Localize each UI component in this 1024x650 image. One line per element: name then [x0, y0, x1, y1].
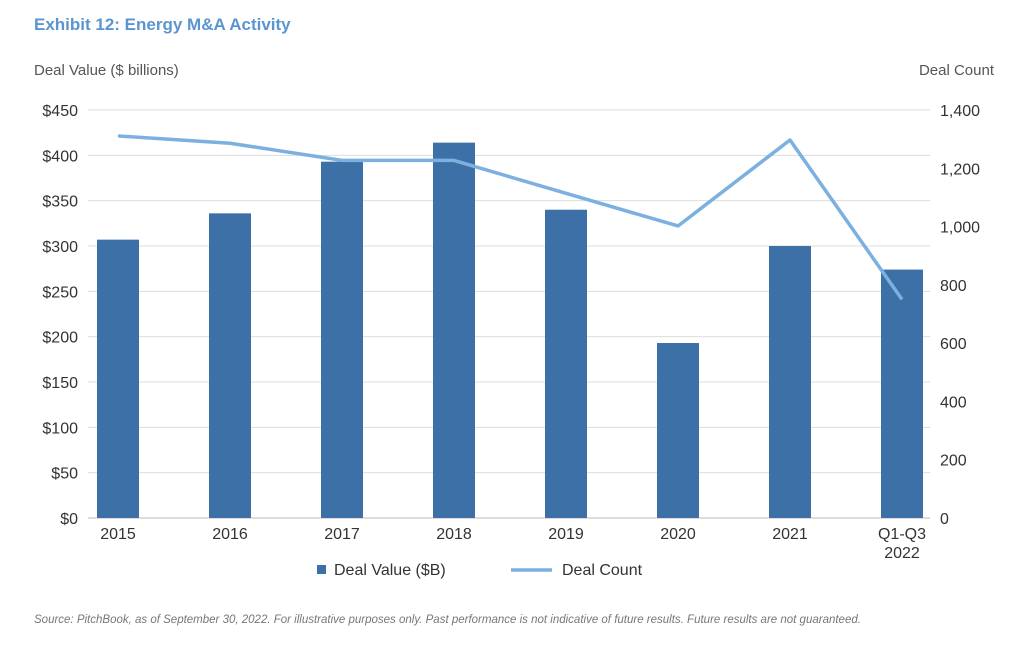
legend-label: Deal Count — [562, 562, 643, 579]
left-tick-label: $250 — [42, 284, 78, 301]
legend-bar-swatch — [317, 565, 326, 574]
right-tick-label: 1,400 — [940, 103, 980, 120]
right-tick-label: 600 — [940, 336, 967, 353]
right-tick-label: 400 — [940, 394, 967, 411]
x-tick-label: 2018 — [436, 526, 472, 543]
source-note: Source: PitchBook, as of September 30, 2… — [34, 614, 861, 626]
x-tick-label: 2021 — [772, 526, 808, 543]
left-tick-label: $150 — [42, 375, 78, 392]
bar-0 — [97, 239, 139, 519]
right-tick-label: 1,000 — [940, 220, 980, 237]
left-tick-label: $450 — [42, 103, 78, 120]
left-tick-label: $400 — [42, 148, 78, 165]
left-tick-label: $200 — [42, 330, 78, 347]
left-tick-label: $100 — [42, 420, 78, 437]
right-tick-label: 1,200 — [940, 161, 980, 178]
left-axis-label: Deal Value ($ billions) — [34, 62, 179, 79]
right-axis-label: Deal Count — [918, 62, 994, 79]
bar-2 — [321, 161, 363, 518]
bar-1 — [209, 213, 251, 519]
left-tick-label: $350 — [42, 194, 78, 211]
x-tick-label: 2020 — [660, 526, 696, 543]
right-tick-label: 0 — [940, 511, 949, 528]
left-tick-label: $50 — [51, 466, 78, 483]
bar-5 — [657, 343, 699, 518]
deal-count-line — [117, 134, 904, 301]
left-tick-label: $300 — [42, 239, 78, 256]
x-tick-label: 2017 — [324, 526, 360, 543]
x-tick-label: 2016 — [212, 526, 248, 543]
left-tick-label: $0 — [60, 511, 78, 528]
x-tick-label: 2015 — [100, 526, 136, 543]
chart-title: Exhibit 12: Energy M&A Activity — [34, 15, 291, 34]
bar-4 — [545, 209, 587, 518]
bar-3 — [433, 142, 475, 518]
bar-6 — [769, 246, 811, 518]
bar-7 — [881, 269, 923, 518]
x-tick-label: 2019 — [548, 526, 584, 543]
chart: $0 $50 $100 $150 $200 $250 $300 $350 $400 $450 0 20… — [42, 103, 980, 579]
x-tick-label: Q1-Q3 2022 — [878, 526, 926, 562]
legend-label: Deal Value ($B) — [334, 562, 446, 579]
right-tick-label: 200 — [940, 453, 967, 470]
right-tick-label: 800 — [940, 278, 967, 295]
